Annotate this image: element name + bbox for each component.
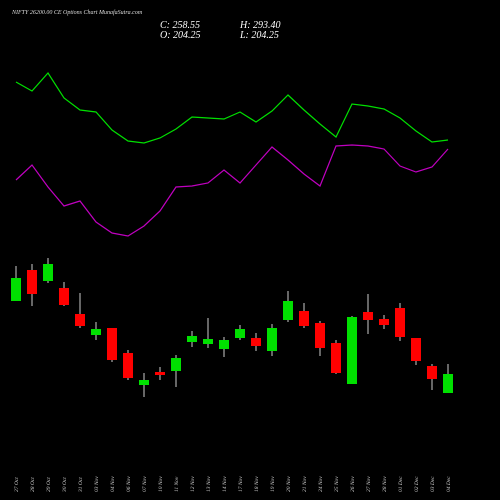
candle-body [27,270,37,294]
candle-body [443,374,453,393]
candle-body [43,264,53,281]
candle-body [299,311,309,326]
candle-body [251,338,261,346]
candle-body [219,340,229,349]
indicator-line [15,144,449,237]
candle-body [171,358,181,371]
candle-body [363,312,373,320]
x-tick-label: 21 Nov [302,476,308,492]
candle-body [187,336,197,342]
candle-body [395,308,405,337]
candle-body [11,278,21,301]
chart-title: NIFTY 26200.00 CE Options Chart MunafaSu… [11,9,143,16]
x-tick-label: 27 Oct [14,477,20,492]
x-tick-label: 17 Nov [238,476,244,492]
x-tick-label: 04 Dec [445,476,452,492]
candle-body [123,353,133,378]
x-tick-label: 28 Nov [382,476,388,492]
candle-body [331,343,341,373]
x-tick-label: 04 Nov [109,476,116,492]
x-tick-label: 14 Nov [221,476,228,492]
x-tick-label: 18 Nov [254,476,260,492]
candle-body [267,328,277,351]
candle-body [347,317,357,384]
low-label: L: 204.25 [239,30,279,41]
x-tick-label: 27 Nov [366,476,372,492]
candle-body [139,380,149,385]
x-tick-label: 19 Nov [270,476,276,492]
x-tick-label: 31 Oct [78,477,84,493]
x-tick-label: 11 Nov [174,476,180,492]
candle-body [411,338,421,361]
candle-body [315,323,325,348]
x-tick-label: 06 Nov [126,476,132,492]
x-tick-label: 01 Dec [398,476,404,492]
x-tick-label: 20 Nov [286,476,292,492]
candle-body [155,372,165,375]
candle-body [379,319,389,325]
x-tick-label: 10 Nov [158,476,164,492]
x-tick-label: 07 Nov [142,476,148,492]
x-tick-label: 24 Nov [317,476,324,492]
x-tick-label: 25 Nov [334,476,340,492]
x-tick-label: 26 Nov [350,476,356,492]
candle-body [107,328,117,360]
x-tick-label: 02 Dec [414,476,420,492]
candle-body [91,329,101,335]
x-tick-label: 03 Nov [94,476,100,492]
candle-body [75,314,85,326]
x-tick-label: 03 Dec [430,476,436,492]
candle-body [59,288,69,305]
x-tick-label: 29 Oct [46,477,52,492]
candle-body [283,301,293,320]
candle-body [427,366,437,379]
x-tick-label: 12 Nov [190,476,196,492]
indicator-line [15,72,449,144]
x-tick-label: 13 Nov [206,476,212,492]
candle-body [203,339,213,344]
high-label: H: 293.40 [239,20,281,31]
close-label: C: 258.55 [160,20,200,31]
x-tick-label: 30 Oct [62,477,68,493]
candle-body [235,329,245,338]
x-tick-label: 28 Oct [30,477,36,492]
open-label: O: 204.25 [160,30,201,41]
